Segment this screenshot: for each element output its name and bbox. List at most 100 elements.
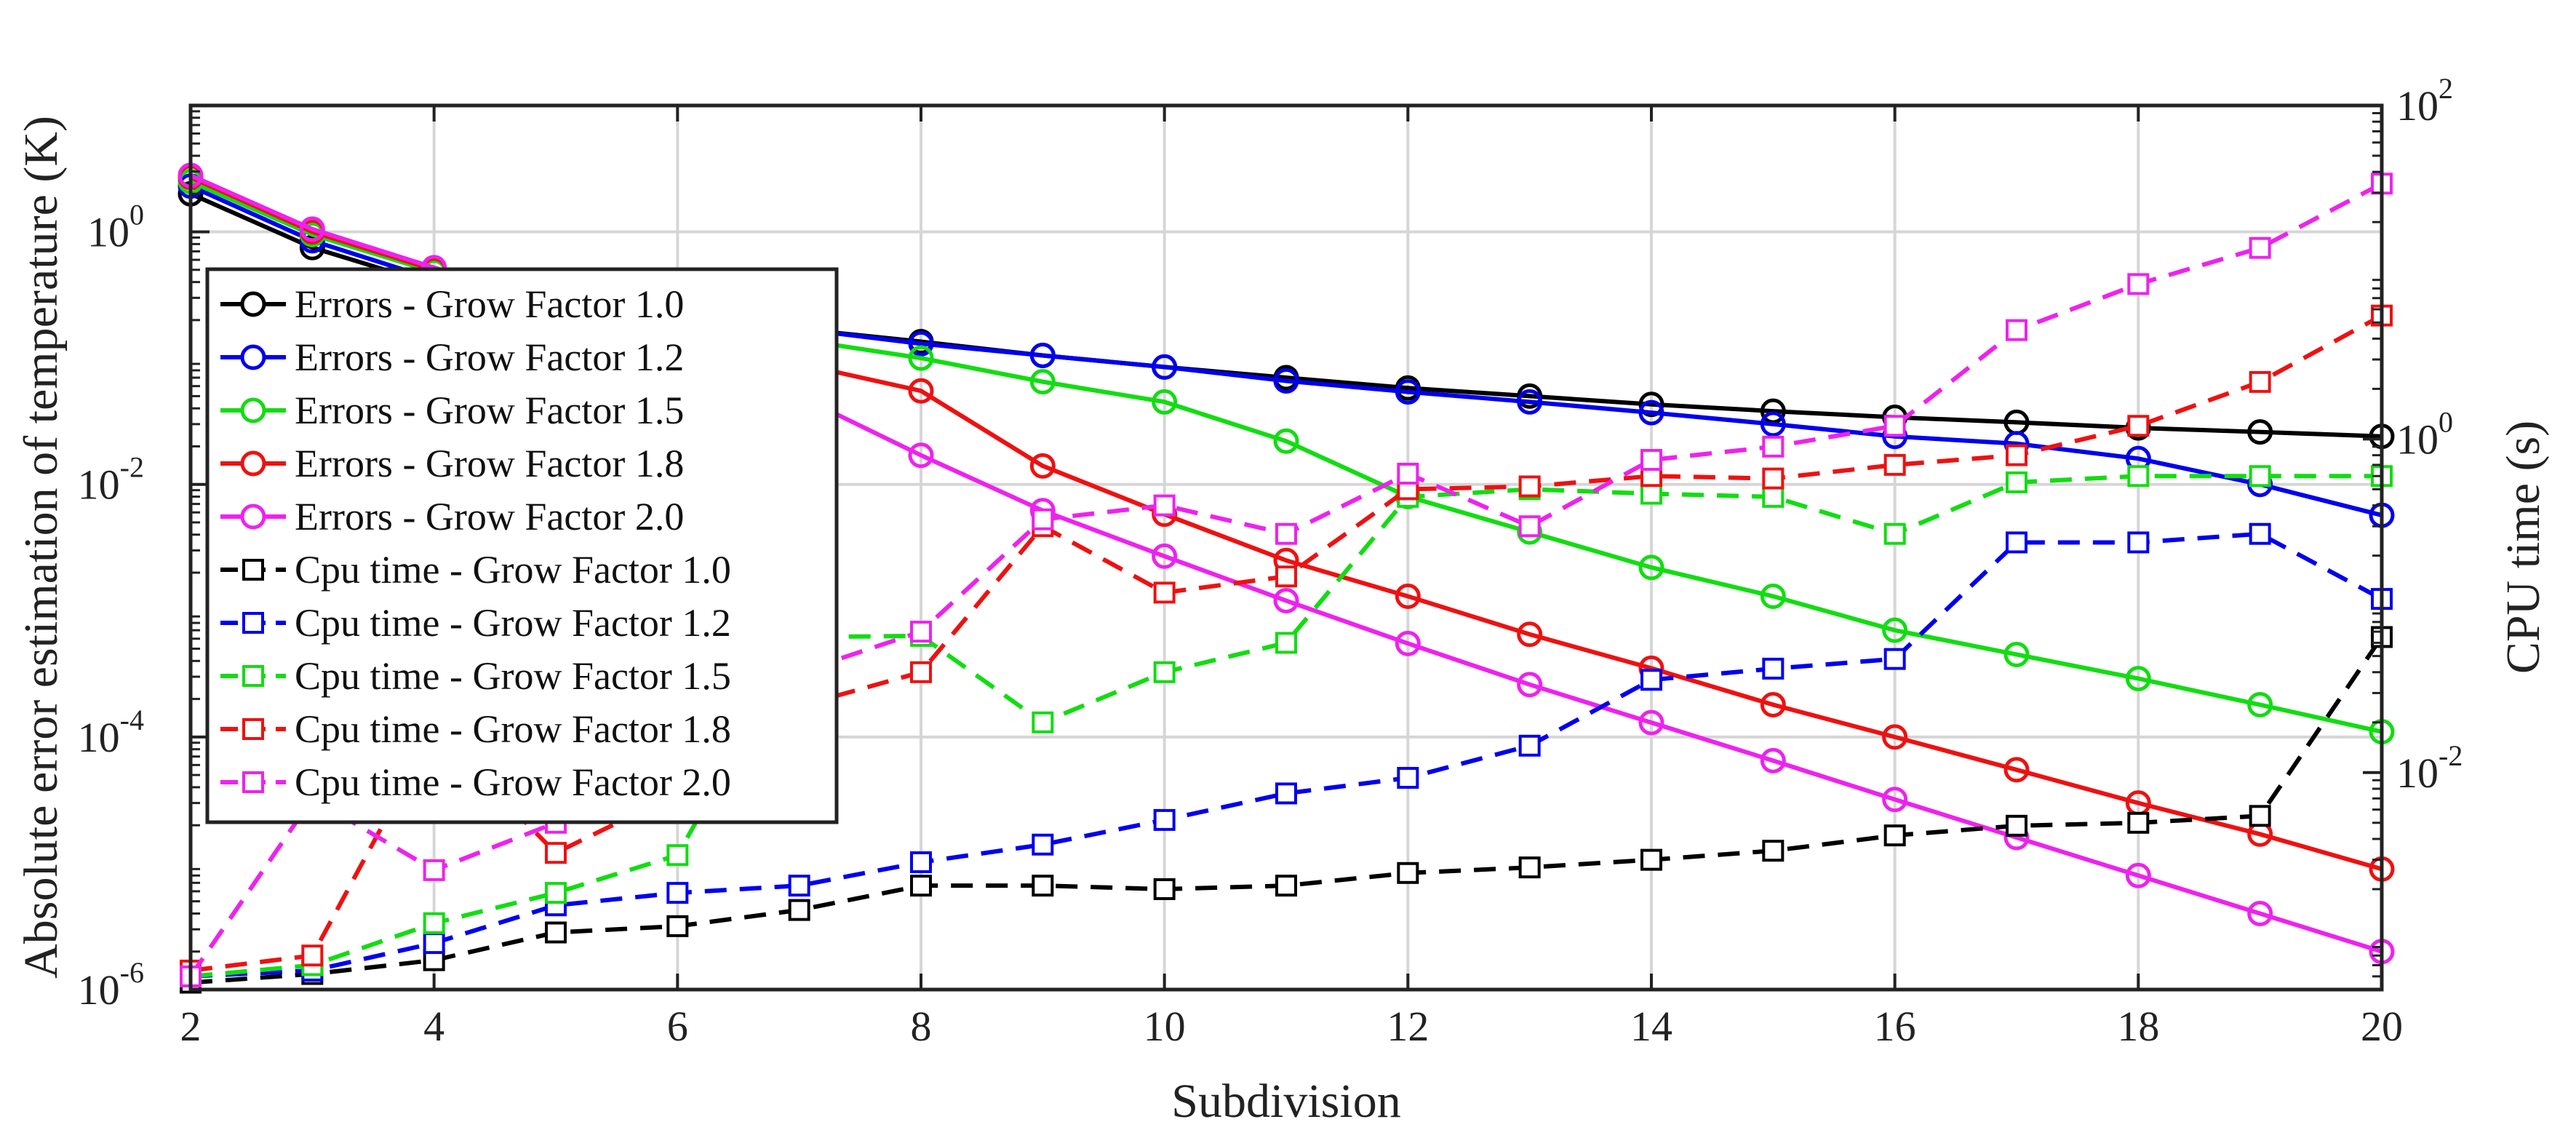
legend-item: Errors - Grow Factor 2.0 [220, 495, 684, 538]
y-tick-base: 10 [2396, 415, 2439, 463]
legend-item: Cpu time - Grow Factor 2.0 [220, 760, 731, 804]
legend-item: Errors - Grow Factor 1.0 [220, 282, 684, 326]
data-point [2003, 757, 2030, 783]
y-tick-label-left: 10-4 [78, 704, 144, 761]
data-point [1883, 522, 1906, 545]
legend-label: Cpu time - Grow Factor 2.0 [295, 760, 731, 804]
legend-label: Errors - Grow Factor 1.5 [295, 389, 684, 432]
y-tick-base: 10 [78, 461, 120, 509]
legend-marker [240, 504, 266, 530]
legend-marker [240, 344, 266, 370]
legend-item: Errors - Grow Factor 1.8 [220, 442, 684, 485]
y-tick-base: 10 [78, 966, 120, 1014]
data-point [2249, 370, 2271, 393]
data-point [666, 882, 689, 904]
x-tick-label: 10 [1144, 1003, 1186, 1050]
legend-item: Cpu time - Grow Factor 1.2 [220, 601, 731, 645]
data-point [1153, 581, 1176, 604]
y-axis-title-right: CPU time (s) [2497, 421, 2550, 674]
y-axis-title-left: Absolute error estimation of temperature… [15, 116, 68, 979]
data-point [1883, 648, 1906, 670]
data-point [1397, 767, 1419, 789]
y-tick-base: 10 [78, 714, 120, 761]
y-tick-base: 10 [2396, 749, 2439, 797]
data-point [1760, 411, 1786, 437]
data-point [908, 330, 934, 357]
series-cpu-6 [180, 522, 2393, 987]
data-point [1518, 515, 1541, 538]
data-point [1153, 808, 1176, 831]
data-point [2006, 444, 2027, 466]
data-point [1883, 415, 1906, 437]
data-point [1273, 428, 1299, 454]
legend-marker [240, 450, 266, 477]
data-point [2003, 641, 2030, 667]
x-axis-title: Subdivision [1171, 1075, 1400, 1128]
data-point [1153, 878, 1176, 901]
data-point [2006, 319, 2027, 341]
data-point [1153, 661, 1176, 683]
legend-marker [242, 665, 264, 687]
legend-label: Errors - Grow Factor 1.8 [295, 442, 684, 485]
data-point [2247, 900, 2273, 926]
data-point [910, 875, 932, 897]
data-point [1275, 782, 1297, 805]
legend-marker [242, 771, 264, 793]
legend-label: Errors - Grow Factor 1.0 [295, 282, 684, 326]
y-tick-label-right: 100 [2396, 405, 2453, 463]
data-point [1883, 453, 1906, 476]
data-point [788, 899, 810, 921]
data-point [1762, 467, 1785, 490]
legend-box [205, 267, 839, 824]
data-point [1638, 399, 1664, 426]
data-point [1640, 482, 1662, 505]
x-tick-label: 14 [1630, 1003, 1672, 1050]
data-point [2127, 531, 2150, 554]
data-point [1395, 630, 1421, 656]
data-point [1762, 840, 1785, 862]
data-point [1882, 724, 1908, 750]
data-point [1638, 391, 1664, 418]
y-tick-label-left: 10-6 [78, 956, 144, 1014]
data-point [423, 912, 445, 934]
data-point [1029, 453, 1056, 479]
data-point [2127, 811, 2150, 834]
x-tick-label: 12 [1387, 1003, 1429, 1050]
legend-item: Errors - Grow Factor 1.5 [220, 389, 684, 432]
data-point [1032, 508, 1054, 530]
data-point [1882, 787, 1908, 813]
data-point [1762, 485, 1785, 508]
data-point [545, 882, 567, 904]
data-point [910, 851, 932, 874]
data-point [1883, 824, 1906, 847]
legend-label: Errors - Grow Factor 1.2 [295, 335, 684, 379]
legend: Errors - Grow Factor 1.0 Errors - Grow Fa… [205, 267, 839, 824]
data-point [908, 442, 934, 469]
data-point [910, 621, 932, 643]
data-point [1395, 584, 1421, 610]
data-point [1275, 632, 1297, 654]
y-tick-label-right: 102 [2396, 72, 2453, 130]
data-point [1517, 672, 1543, 698]
plot-frame [188, 103, 2384, 992]
y-tick-exponent: -4 [120, 704, 144, 736]
data-point [423, 932, 445, 955]
data-point [2247, 419, 2273, 445]
data-point [2125, 666, 2151, 692]
data-point [423, 859, 445, 881]
x-tick-label: 16 [1874, 1003, 1916, 1050]
data-point [1760, 584, 1786, 610]
data-point [2127, 273, 2150, 295]
data-point [2249, 465, 2271, 488]
data-point [2125, 862, 2151, 888]
data-point [666, 915, 689, 937]
data-point [1152, 543, 1178, 569]
data-point [1760, 747, 1786, 773]
data-point [1640, 449, 1662, 471]
legend-item: Cpu time - Grow Factor 1.5 [220, 654, 731, 698]
y-tick-label-left: 10-2 [78, 451, 144, 509]
legend-item: Cpu time - Grow Factor 1.8 [220, 707, 731, 751]
data-point [1153, 494, 1176, 517]
data-point [1032, 833, 1054, 856]
